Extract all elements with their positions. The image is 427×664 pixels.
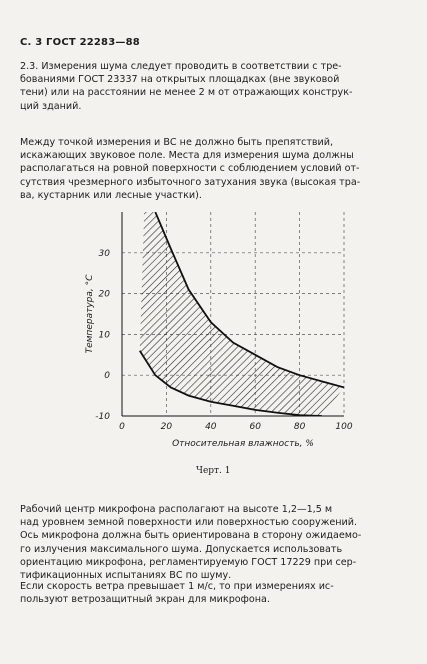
paragraph-wind: Если скорость ветра превышает 1 м/с, то …: [20, 580, 412, 606]
x-axis-title: Относительная влажность, %: [172, 439, 314, 449]
text-line: тификационных испытаниях ВС по шуму.: [20, 570, 232, 582]
text-line: искажающих звуковое поле. Места для изме…: [20, 150, 354, 162]
hatched-region: [139, 212, 344, 416]
paragraph-obstacles: Между точкой измерения и ВС не должно бы…: [20, 136, 412, 202]
text-line: Если скорость ветра превышает 1 м/с, то …: [20, 581, 334, 592]
x-tick-label: 100: [335, 422, 352, 432]
y-tick-label: 10: [99, 330, 111, 340]
x-tick-label: 60: [249, 422, 261, 432]
text-line: ций зданий.: [20, 100, 82, 112]
text-line: ва, кустарник или лесные участки).: [20, 189, 202, 201]
text-line: тени) или на расстоянии не менее 2 м от …: [20, 87, 353, 99]
text-line: Между точкой измерения и ВС не должно бы…: [20, 137, 334, 148]
text-line: располагаться на ровной поверхности с со…: [20, 163, 360, 175]
upper-boundary-curve: [154, 212, 344, 389]
x-tick-label: 80: [294, 422, 306, 432]
paragraph-microphone: Рабочий центр микрофона располагают на в…: [20, 503, 412, 582]
text-line: бованиями ГОСТ 23337 на открытых площадк…: [20, 74, 340, 86]
x-tick-label: 0: [119, 422, 125, 432]
page-header: С. 3 ГОСТ 22283—88: [20, 37, 140, 48]
text-line: Ось микрофона должна быть ориентирована …: [20, 530, 362, 542]
text-line: го излучения максимального шума. Допуска…: [20, 543, 343, 555]
paragraph-2-3: 2.3. Измерения шума следует проводить в …: [20, 60, 412, 113]
text-line: сутствия чрезмерного избыточного затухан…: [20, 176, 361, 188]
x-tick-label: 20: [161, 422, 173, 432]
y-tick-label: 0: [104, 371, 110, 381]
lower-boundary-curve: [139, 350, 322, 416]
text-line: пользуют ветрозащитный экран для микрофо…: [20, 594, 270, 606]
y-tick-label: -10: [95, 412, 110, 422]
y-tick-label: 20: [99, 290, 111, 300]
text-line: 2.3. Измерения шума следует проводить в …: [20, 61, 342, 72]
humidity-temperature-chart: 0 20 40 60 80 100 -10 0 10 20 30 Относительная влаж…: [85, 212, 353, 449]
y-axis-title: Температура, °С: [85, 274, 95, 353]
text-line: над уровнем земной поверхности или повер…: [20, 517, 358, 529]
text-line: ориентацию микрофона, регламентируемую Г…: [20, 556, 357, 568]
y-tick-label: 30: [99, 249, 111, 259]
figure-caption: Черт. 1: [196, 466, 231, 476]
text-line: Рабочий центр микрофона располагают на в…: [20, 504, 333, 515]
x-tick-label: 40: [205, 422, 217, 432]
